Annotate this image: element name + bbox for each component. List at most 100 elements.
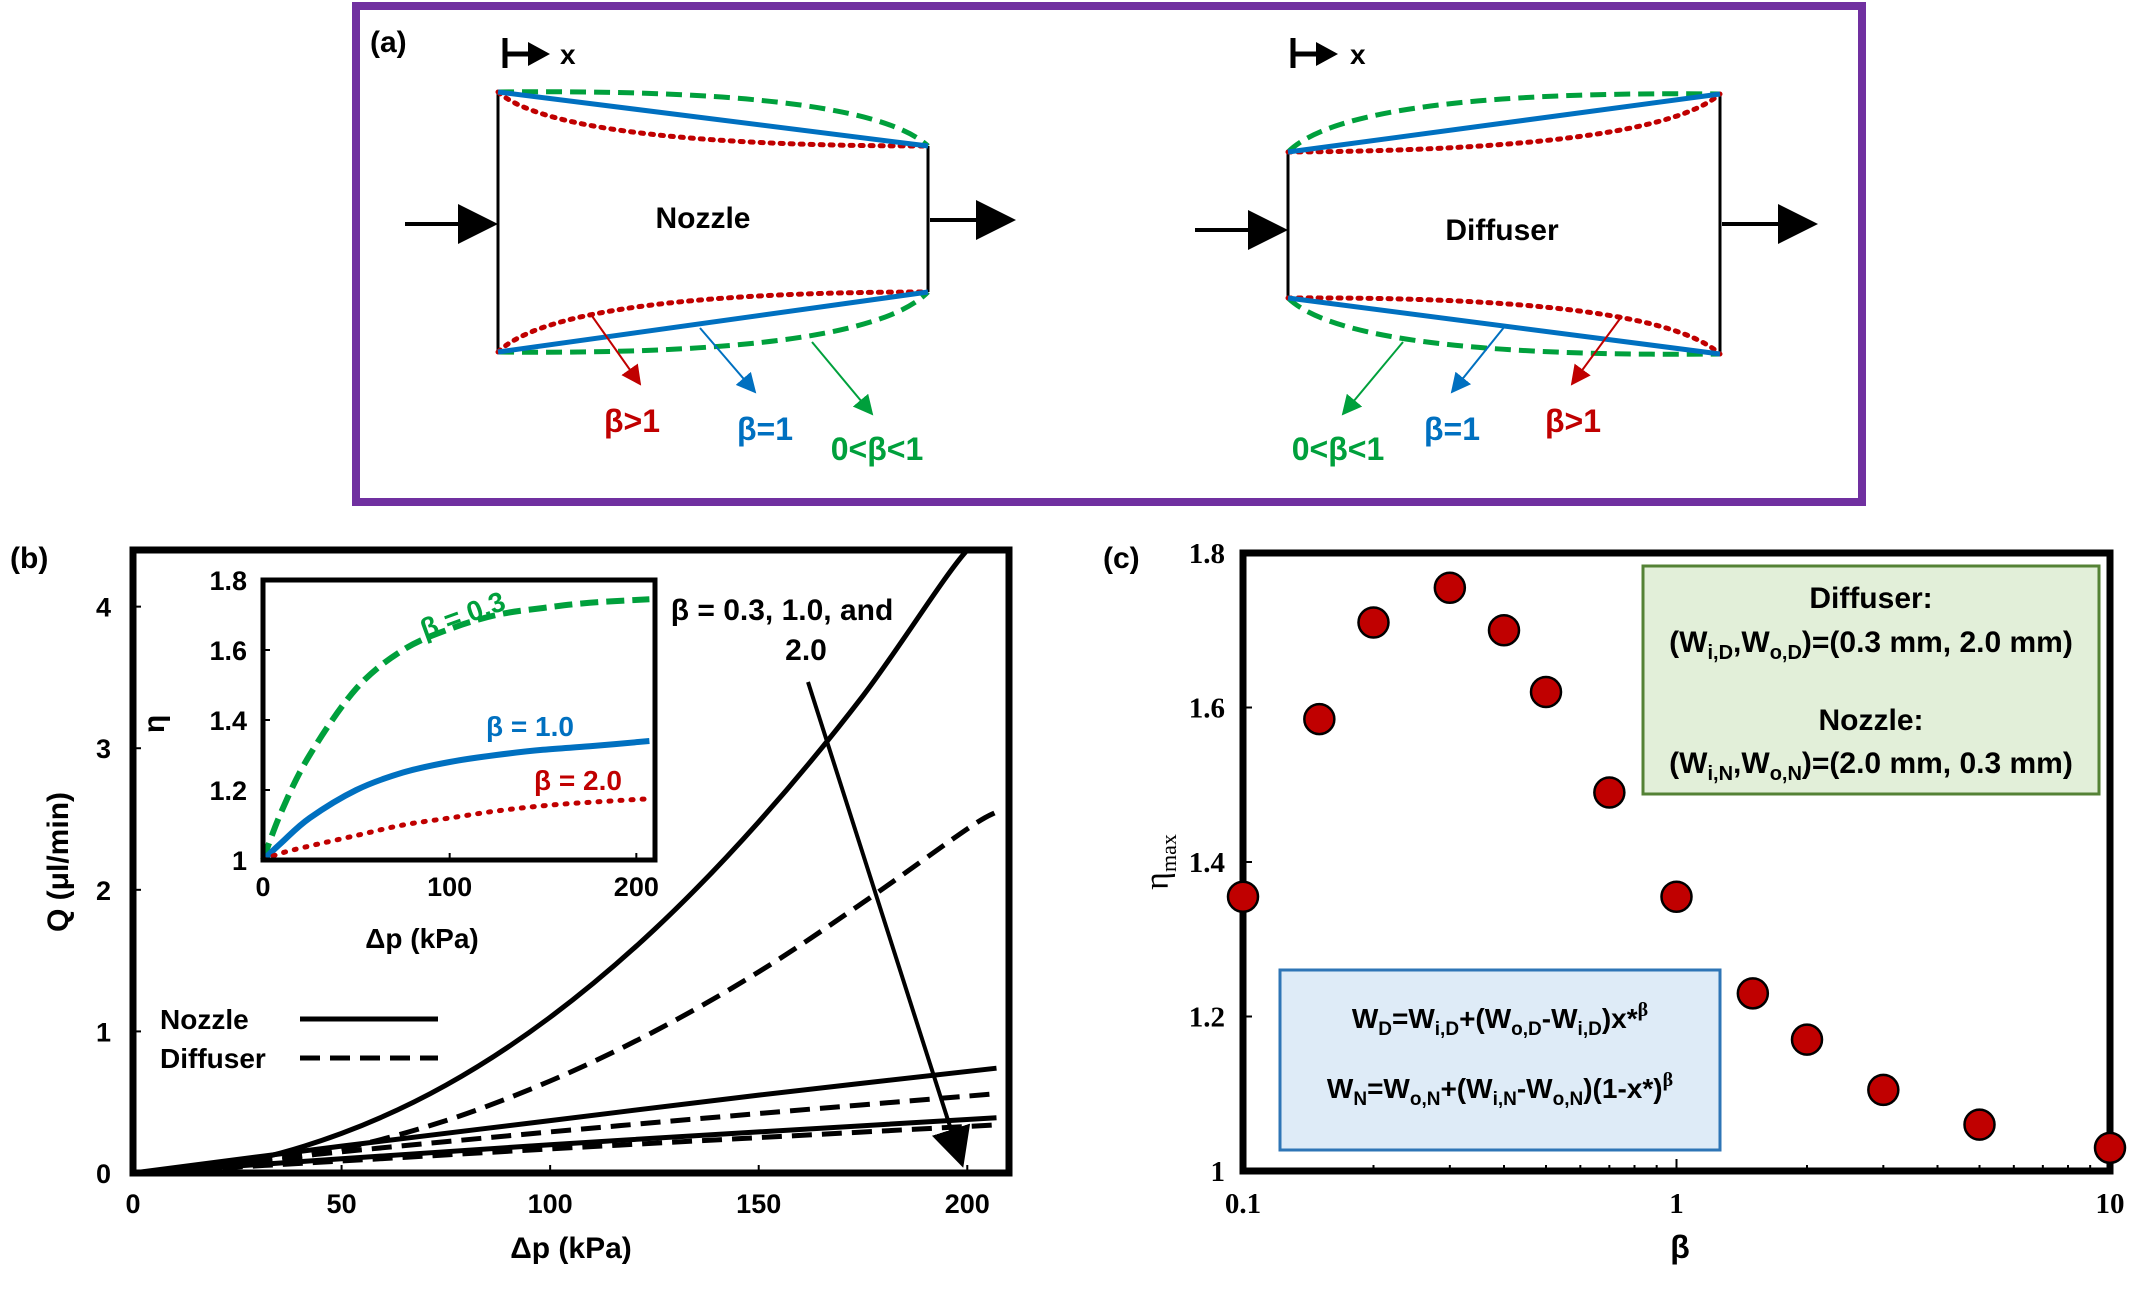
nozzle-schematic: x Nozzle β>1 β=1 0<β<1 [405,38,1016,467]
scatter-point [1357,606,1390,639]
panel-c-y-axis-symbol: η [1139,872,1176,890]
inset-x-tick-label: 0 [255,872,270,902]
info-box-nozzle-eq: (Wi,N,Wo,N)=(2.0 mm, 0.3 mm) [1669,747,2073,785]
nozzle-x-label: x [560,39,576,70]
diffuser-bottom-red [1285,295,1723,357]
panel-b-plot-frame [129,546,1013,1177]
diffuser-annotation-beta-lt1: 0<β<1 [1292,431,1385,467]
scatter-point [2093,1131,2127,1165]
x-tick-label: 200 [945,1189,990,1219]
y-tick-label: 1.6 [1189,693,1225,725]
scatter-point [1593,776,1626,809]
inset-series-line-0 [260,596,650,862]
inset-ticks-group: 0 100 200 1 1.2 1.4 1.6 1.8 [209,566,658,902]
y-tick-label: 1 [1211,1156,1226,1188]
x-tick-label: 0 [125,1189,140,1219]
info-box-diffuser-eq: (Wi,D,Wo,D)=(0.3 mm, 2.0 mm) [1669,626,2073,664]
nozzle-bottom-red [495,289,931,355]
diffuser-annotation-beta-gt1: β>1 [1545,403,1601,439]
info-box-top-frame [1641,564,2101,796]
nozzle-bottom-blue [497,289,929,355]
diffuser-annotation-beta-eq1: β=1 [1424,411,1480,447]
panel-b-label: (b) [10,542,48,575]
panel-c-x-axis-label: β [1670,1229,1690,1265]
y-tick-label: 1.8 [1189,538,1225,570]
inset-x-axis-label: Δp (kPa) [365,923,478,954]
inset-series-label-beta-2-0: β = 2.0 [534,765,622,796]
diffuser-pointer-red [1570,315,1623,386]
diffuser-top-green [1286,91,1721,154]
panel-c-y-axis-label: ηmax [1139,834,1181,890]
nozzle-annotation-beta-gt1: β>1 [604,403,660,439]
y-tick-label: 4 [96,593,111,623]
nozzle-top-blue [497,89,929,149]
panel-a: (a) x Nozzle β>1 β=1 0<β<1 [352,2,1866,506]
diffuser-pointer-green [1341,341,1404,416]
scatter-point [1487,614,1521,647]
inset-x-tick-label: 200 [614,872,659,902]
inset-y-tick-label: 1 [232,846,247,876]
panel-b-annotation-line2: 2.0 [785,634,827,667]
y-tick-label: 3 [96,734,111,764]
inset-series-group [260,596,652,863]
panel-b-x-axis-label: Δp (kPa) [510,1232,632,1265]
scatter-point [1963,1108,1996,1141]
y-tick-label: 1.2 [1189,1002,1225,1034]
diffuser-top-red [1285,91,1723,155]
diffuser-pointer-blue [1450,325,1506,394]
y-tick-label: 2 [96,876,111,906]
scatter-point [1736,977,1770,1010]
diffuser-label: Diffuser [1445,214,1559,247]
panel-c-points-group [1226,571,2127,1165]
inset-x-tick-label: 100 [427,872,472,902]
panel-c-info-box-top: Diffuser: (Wi,D,Wo,D)=(0.3 mm, 2.0 mm) N… [1641,564,2101,796]
x-tick-label: 10 [2096,1188,2125,1220]
scatter-point [1660,880,1693,914]
series-line-2 [133,1065,997,1173]
nozzle-bottom-green [497,290,930,355]
legend-label-diffuser: Diffuser [160,1043,266,1074]
x-tick-label: 150 [736,1189,781,1219]
scatter-point [1529,675,1563,709]
scatter-point [1303,702,1336,736]
panel-c-label: (c) [1103,542,1140,575]
panel-b-series-group [133,550,998,1173]
diffuser-x-label: x [1350,39,1366,70]
panel-b-annotation-arrow [806,681,971,1168]
x-tick-label: 100 [528,1189,573,1219]
inset-y-tick-label: 1.4 [209,706,247,736]
scatter-point [1790,1023,1824,1056]
series-line-5 [133,1122,997,1173]
info-box-diffuser-title: Diffuser: [1809,582,1932,615]
diffuser-bottom-green [1286,296,1721,357]
panel-b-y-axis-label: Q (μl/min) [42,792,75,932]
x-tick-label: 1 [1669,1188,1684,1220]
nozzle-top-green [497,89,930,148]
diffuser-x-arrowhead-icon [1316,42,1338,66]
info-box-eq-diffuser-width: WD=Wi,D+(Wo,D-Wi,D)x*β [1352,999,1648,1040]
inset-y-axis-label: η [138,715,171,733]
nozzle-label: Nozzle [655,202,750,235]
nozzle-pointer-blue [699,327,757,394]
panel-b-annotation-line1: β = 0.3, 1.0, and [671,594,894,627]
nozzle-pointer-red [591,315,642,386]
inset-y-tick-label: 1.8 [209,566,247,596]
svg-text:ηmax: ηmax [1139,834,1181,890]
nozzle-annotation-beta-lt1: 0<β<1 [831,431,924,467]
inset-series-line-1 [260,738,650,863]
inset-series-label-beta-1-0: β = 1.0 [486,711,574,742]
nozzle-annotation-beta-eq1: β=1 [737,411,793,447]
legend-label-nozzle: Nozzle [160,1004,249,1035]
y-tick-label: 1 [96,1017,111,1047]
panel-b-legend: Nozzle Diffuser [160,1004,438,1074]
scatter-point [1226,880,1260,914]
scatter-point [1433,571,1467,605]
panel-c-info-box-bottom: WD=Wi,D+(Wo,D-Wi,D)x*β WN=Wo,N+(Wi,N-Wo,… [1278,968,1722,1152]
info-box-bottom-frame [1278,968,1722,1152]
